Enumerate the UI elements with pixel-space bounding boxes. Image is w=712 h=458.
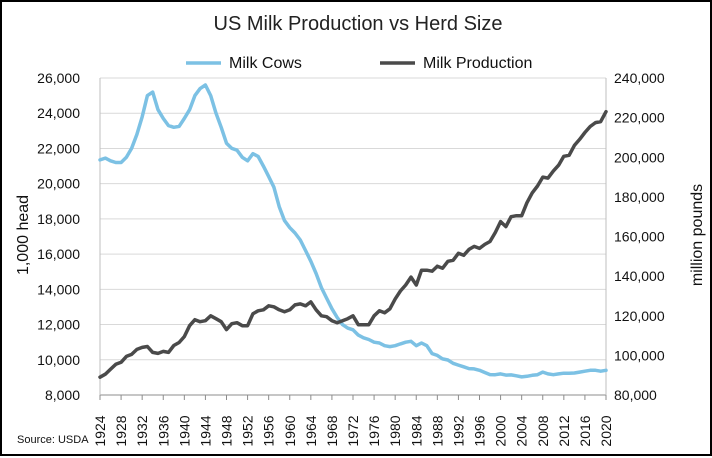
x-tick-label: 1980 <box>387 415 403 446</box>
x-tick-label: 2016 <box>577 415 593 446</box>
gridlines <box>100 77 606 361</box>
y-left-tick-label: 20,000 <box>37 176 80 192</box>
x-tick-label: 1924 <box>92 415 108 446</box>
x-tick-label: 1984 <box>408 415 424 446</box>
y-left-tick-label: 12,000 <box>37 317 80 333</box>
y-left-tick-label: 10,000 <box>37 352 80 368</box>
x-tick-label: 2012 <box>556 415 572 446</box>
y-left-tick-label: 8,000 <box>45 387 80 403</box>
source-note: Source: USDA <box>17 434 89 446</box>
x-tick-label: 1968 <box>324 415 340 446</box>
chart-title: US Milk Production vs Herd Size <box>214 13 503 35</box>
y-right-tick-label: 100,000 <box>614 347 665 363</box>
x-tick-label: 2020 <box>598 415 614 446</box>
y-right-tick-label: 160,000 <box>614 229 665 245</box>
x-tick-label: 2000 <box>493 415 509 446</box>
x-tick-label: 1960 <box>282 415 298 446</box>
y-left-tick-label: 16,000 <box>37 246 80 262</box>
x-tick-label: 1964 <box>303 415 319 446</box>
y-right-tick-label: 200,000 <box>614 149 665 165</box>
x-tick-label: 1972 <box>345 415 361 446</box>
legend: Milk Cows Milk Production <box>186 55 532 72</box>
x-tick-label: 1992 <box>450 415 466 446</box>
x-tick-label: 1952 <box>240 415 256 446</box>
x-tick-label: 1976 <box>366 415 382 446</box>
series-line-milk-cows <box>98 83 608 379</box>
x-tick-label: 1932 <box>134 415 150 446</box>
x-tick-label: 2004 <box>514 415 530 446</box>
x-tick-label: 1988 <box>429 415 445 446</box>
legend-label-milk-cows: Milk Cows <box>229 55 302 72</box>
y-left-tick-label: 22,000 <box>37 140 80 156</box>
series <box>98 83 608 379</box>
x-ticks: 1924 1928 1932 1936 1940 1944 1948 1952 1956 1960… <box>92 395 614 447</box>
legend-label-milk-production: Milk Production <box>423 55 532 72</box>
y-right-tick-label: 240,000 <box>614 70 665 86</box>
y-left-axis-label: 1,000 head <box>15 195 32 275</box>
y-left-tick-label: 24,000 <box>37 105 80 121</box>
x-tick-label: 1940 <box>176 415 192 446</box>
y-left-tick-label: 14,000 <box>37 281 80 297</box>
y-right-ticks: 80,000 100,000 120,000 140,000 160,000 180,00… <box>614 70 665 403</box>
x-tick-label: 1928 <box>113 415 129 446</box>
y-left-ticks: 8,000 10,000 12,000 14,000 16,000 18,000 20,00… <box>37 70 80 403</box>
y-right-tick-label: 80,000 <box>614 387 657 403</box>
y-left-tick-label: 26,000 <box>37 70 80 86</box>
x-tick-label: 1936 <box>155 415 171 446</box>
x-tick-label: 1944 <box>197 415 213 446</box>
y-left-tick-label: 18,000 <box>37 211 80 227</box>
y-right-tick-label: 120,000 <box>614 308 665 324</box>
y-right-tick-label: 180,000 <box>614 189 665 205</box>
x-tick-label: 1956 <box>261 415 277 446</box>
y-right-tick-label: 140,000 <box>614 268 665 284</box>
x-tick-label: 1996 <box>472 415 488 446</box>
series-line-milk-production <box>98 109 608 379</box>
x-tick-label: 2008 <box>535 415 551 446</box>
y-right-axis-label: million pounds <box>689 184 706 286</box>
x-tick-label: 1948 <box>219 415 235 446</box>
y-right-tick-label: 220,000 <box>614 110 665 126</box>
